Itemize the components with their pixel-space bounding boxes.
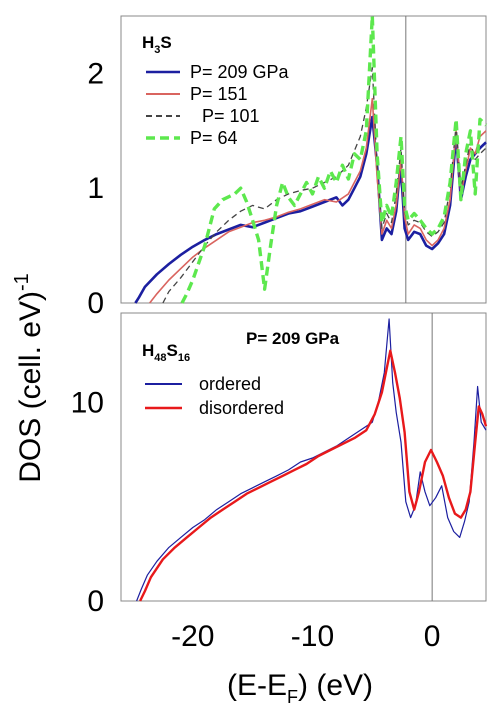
panel-h48s16-series: [136, 318, 488, 602]
legend-label-h3s-4: P= 64: [190, 128, 238, 148]
svg-text:DOS (cell. eV)-1: DOS (cell. eV)-1: [11, 273, 47, 483]
panel-h48s16-title-sub1: 48: [154, 352, 166, 364]
x-axis-label-sub: F: [287, 687, 298, 707]
panel-h48s16-y-ticks: 0 10: [71, 386, 104, 618]
legend-label-h3s-1: P= 209 GPa: [190, 62, 290, 82]
y-tick-label-h48s16: 10: [71, 386, 104, 419]
panel-h48s16-pressure-label: P= 209 GPa: [246, 329, 340, 348]
y-axis-label-superscript: -1: [11, 273, 33, 291]
legend-label-h48s16-1: ordered: [199, 374, 261, 394]
y-tick-label-h3s: 1: [87, 172, 104, 205]
x-axis-label-a: (E-E: [227, 669, 287, 702]
legend-label-h3s-2: P= 151: [190, 84, 248, 104]
y-axis-label-text: DOS (cell. eV): [14, 291, 47, 483]
x-axis-label: (E-EF) (eV): [227, 669, 373, 707]
legend-label-h48s16-2: disordered: [199, 398, 284, 418]
x-tick-label: -20: [171, 620, 214, 653]
panel-h48s16: 010 H48S16 P= 209 GPa ordereddisordered …: [71, 312, 488, 653]
panel-h48s16-legend: ordered disordered: [145, 374, 284, 418]
series-line-h3s-3: [162, 67, 487, 304]
y-axis-label: DOS (cell. eV)-1: [11, 273, 47, 483]
y-tick-label-h3s: 2: [87, 57, 104, 90]
y-tick-label-h3s: 0: [87, 287, 104, 320]
panel-h3s-series: [134, 14, 488, 304]
panel-h3s-y-ticks: 0 1 2: [87, 57, 104, 320]
panel-h3s-title-a: H: [142, 33, 154, 52]
series-line-h48s16-2: [139, 349, 488, 602]
panel-h48s16-title-a: H: [142, 341, 154, 360]
legend-label-h3s-3: P= 101: [202, 106, 260, 126]
x-axis-ticks: -20 -10 0: [171, 620, 440, 653]
panel-h3s-title: H3S: [142, 33, 172, 56]
panel-h48s16-title: H48S16: [142, 341, 190, 364]
x-axis-label-b: ) (eV): [298, 669, 373, 702]
series-line-h3s-4: [180, 14, 488, 304]
series-line-h3s-1: [134, 115, 487, 304]
panel-h48s16-title-b: S: [167, 341, 178, 360]
panel-h3s-title-sub: 3: [154, 44, 160, 56]
y-tick-label-h48s16: 0: [87, 585, 104, 618]
x-tick-label: -10: [291, 620, 334, 653]
panel-h48s16-frame: [120, 312, 487, 602]
panel-h3s-title-b: S: [160, 33, 171, 52]
panel-h3s-frame: [120, 15, 487, 304]
panel-h48s16-title-sub2: 16: [178, 352, 190, 364]
x-tick-label: 0: [424, 620, 441, 653]
